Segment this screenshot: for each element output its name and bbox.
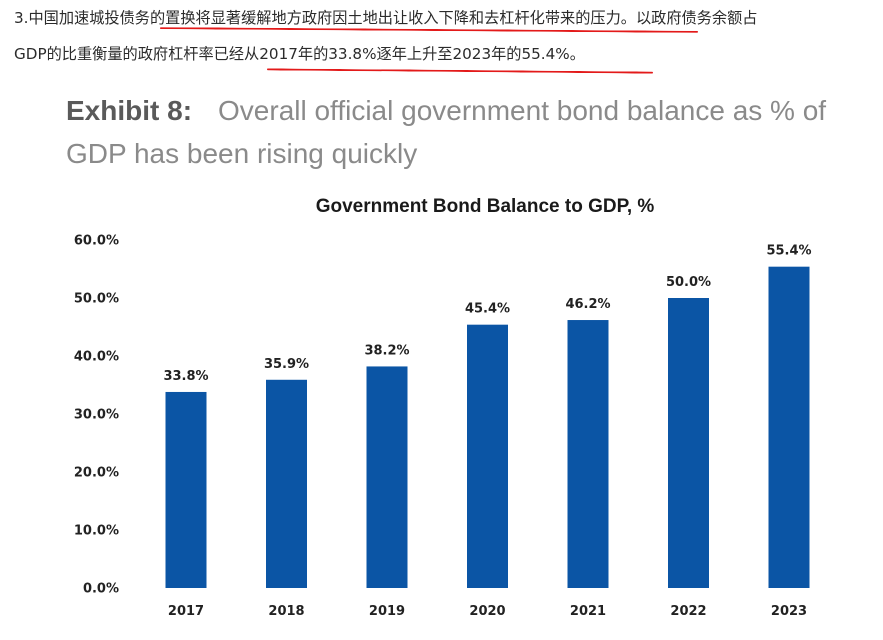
article-text-line-2: GDP的比重衡量的政府杠杆率已经从2017年的33.8%逐年上升至2023年的5…: [14, 45, 585, 63]
y-tick-label: 20.0%: [74, 466, 119, 481]
data-label-2021: 46.2%: [565, 297, 610, 312]
data-label-2019: 38.2%: [364, 343, 409, 358]
x-tick-label-2021: 2021: [570, 604, 606, 619]
bar-2023: [768, 266, 810, 588]
x-tick-label-2017: 2017: [168, 604, 204, 619]
data-labels: 33.8% 35.9% 38.2% 45.4% 46.2% 50.0% 55.4%: [163, 244, 811, 384]
chart-title: Government Bond Balance to GDP, %: [315, 196, 655, 217]
data-label-2018: 35.9%: [264, 357, 309, 372]
exhibit-heading: Exhibit 8: Overall official government bo…: [66, 89, 846, 175]
exhibit-title: Overall official government bond balance…: [66, 95, 827, 169]
bar-2021: [567, 320, 609, 588]
x-tick-label-2020: 2020: [469, 604, 505, 619]
x-tick-label-2023: 2023: [771, 604, 807, 619]
bar-2017: [165, 391, 207, 588]
article-text-line-1: 3.中国加速城投债务的置换将显著缓解地方政府因土地出让收入下降和去杠杆化带来的压…: [14, 9, 758, 27]
data-label-2022: 50.0%: [666, 275, 711, 290]
x-tick-label-2018: 2018: [268, 604, 304, 619]
data-label-2023: 55.4%: [766, 244, 811, 259]
x-tick-label-2019: 2019: [369, 604, 405, 619]
exhibit-label: Exhibit 8:: [66, 95, 193, 126]
bar-2020: [467, 324, 508, 588]
bar-2019: [366, 366, 408, 588]
bars: [165, 266, 810, 588]
data-label-2017: 33.8%: [163, 369, 208, 384]
x-axis: 2017 2018 2019 2020 2021 2022 2023: [168, 604, 807, 619]
y-tick-label: 60.0%: [74, 234, 119, 249]
bar-2022: [668, 298, 709, 588]
y-tick-label: 30.0%: [74, 408, 119, 423]
bar-2018: [266, 379, 307, 588]
y-axis: 0.0% 10.0% 20.0% 30.0% 40.0% 50.0% 60.0%: [74, 234, 119, 597]
y-tick-label: 0.0%: [83, 582, 119, 597]
x-tick-label-2022: 2022: [670, 604, 706, 619]
data-label-2020: 45.4%: [465, 302, 510, 317]
y-tick-label: 40.0%: [74, 350, 119, 365]
y-tick-label: 50.0%: [74, 292, 119, 307]
y-tick-label: 10.0%: [74, 524, 119, 539]
